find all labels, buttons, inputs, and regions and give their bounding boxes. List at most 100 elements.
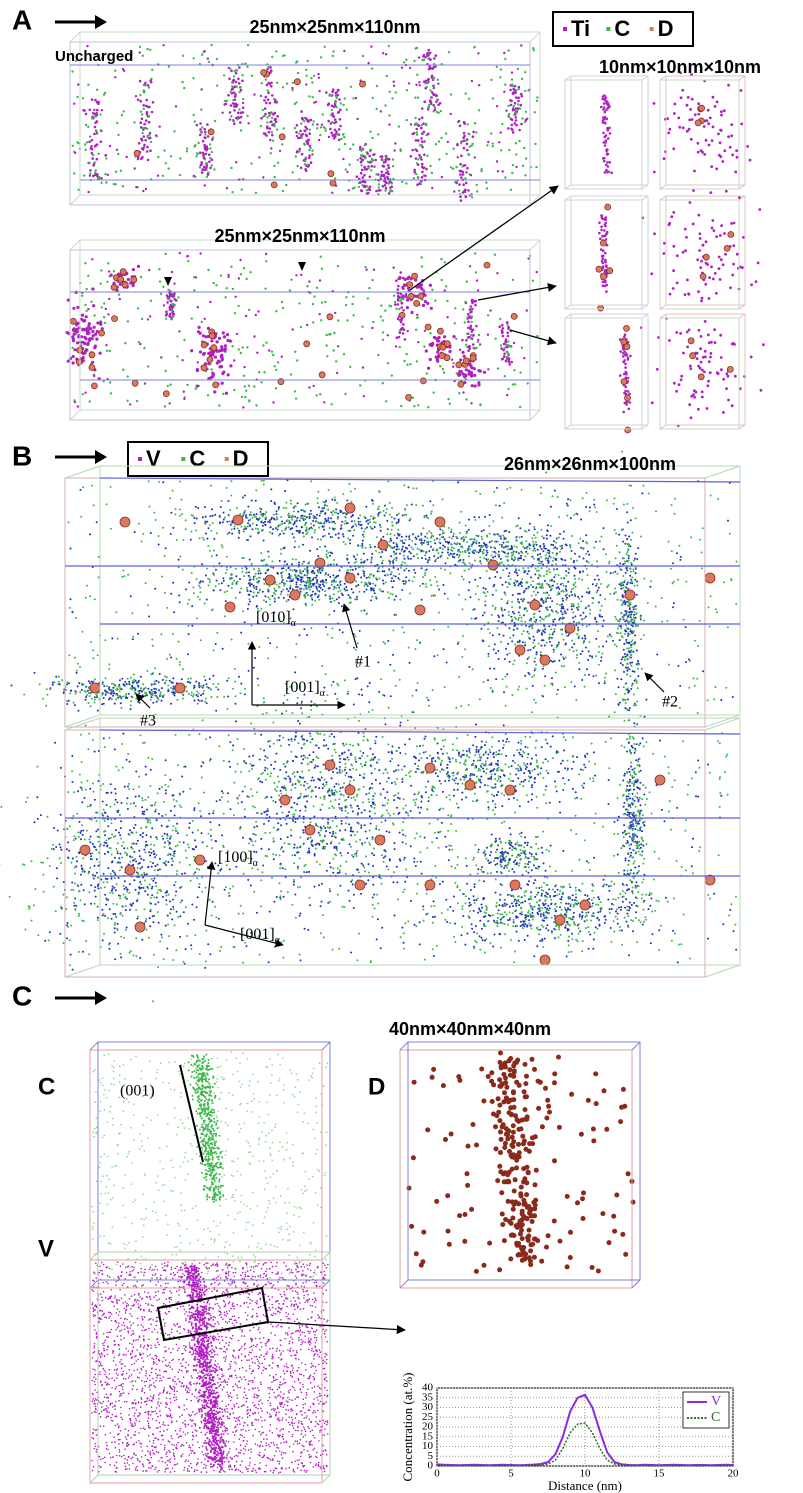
atom <box>242 98 244 100</box>
atom <box>513 342 515 344</box>
atom <box>249 601 251 603</box>
atom <box>398 315 401 318</box>
atom <box>296 643 298 645</box>
atom <box>289 587 291 589</box>
atom <box>667 132 670 135</box>
atom <box>271 533 273 535</box>
atom <box>617 923 619 925</box>
atom <box>688 338 694 344</box>
atom <box>249 525 251 527</box>
atom <box>444 261 446 263</box>
atom <box>236 333 238 335</box>
atom <box>707 894 709 896</box>
atom <box>304 524 306 526</box>
atom <box>391 580 393 582</box>
atom <box>515 109 517 111</box>
atom <box>261 513 263 515</box>
atom <box>306 592 308 594</box>
atom <box>287 514 289 516</box>
atom <box>72 361 75 364</box>
atom <box>422 576 424 578</box>
atom <box>291 527 293 529</box>
atom <box>293 537 295 539</box>
atom <box>75 617 77 619</box>
atom <box>337 319 339 321</box>
atom <box>517 97 520 100</box>
atom <box>490 79 492 81</box>
atom <box>331 584 333 586</box>
atom <box>436 111 438 113</box>
atom <box>390 305 392 307</box>
atom <box>727 366 733 372</box>
atom <box>306 285 308 287</box>
atom <box>148 86 150 88</box>
atom <box>603 698 605 700</box>
atom <box>258 580 260 582</box>
atom <box>593 857 595 859</box>
atom <box>363 609 365 611</box>
atom <box>90 301 92 303</box>
atom <box>249 271 251 273</box>
atom <box>242 111 245 114</box>
atom <box>260 117 263 120</box>
atom <box>512 92 515 95</box>
atom <box>397 529 399 531</box>
atom <box>294 520 296 522</box>
atom <box>384 797 386 799</box>
atom <box>120 956 122 958</box>
atom <box>172 582 174 584</box>
atom <box>700 300 703 303</box>
atom <box>323 585 325 587</box>
atom <box>196 124 199 127</box>
atom <box>507 335 510 338</box>
atom <box>501 358 504 361</box>
atom <box>416 74 418 76</box>
atom <box>253 93 255 95</box>
atom <box>418 293 424 299</box>
atom <box>278 597 280 599</box>
atom <box>93 346 96 349</box>
atom <box>643 578 645 580</box>
atom <box>92 304 95 307</box>
atom <box>370 562 372 564</box>
atom <box>254 840 256 842</box>
atom <box>247 44 249 46</box>
atom <box>574 593 576 595</box>
atom <box>358 591 360 593</box>
atom <box>422 122 425 125</box>
atom <box>685 626 687 628</box>
atom <box>395 614 397 616</box>
atom <box>465 599 467 601</box>
atom <box>305 75 307 77</box>
atom <box>455 182 458 185</box>
atom <box>434 595 436 597</box>
atom <box>190 948 192 950</box>
atom <box>77 189 79 191</box>
atom <box>224 889 226 891</box>
atom <box>91 139 94 142</box>
atom <box>654 851 656 853</box>
atom <box>701 151 704 154</box>
atom <box>165 547 167 549</box>
atom <box>117 153 119 155</box>
atom <box>422 505 424 507</box>
atom <box>331 499 333 501</box>
atom <box>610 927 612 929</box>
atom <box>297 72 299 74</box>
atom <box>536 100 538 102</box>
atom <box>445 846 447 848</box>
atom <box>450 823 452 825</box>
atom <box>404 583 406 585</box>
atom <box>463 358 469 364</box>
atom <box>350 86 352 88</box>
atom <box>447 141 449 143</box>
atom <box>201 54 203 56</box>
atom <box>643 794 645 796</box>
atom <box>87 328 90 331</box>
atom <box>614 497 616 499</box>
atom <box>112 316 118 322</box>
atom <box>76 341 79 344</box>
atom <box>398 520 400 522</box>
atom <box>345 822 347 824</box>
atom <box>603 884 605 886</box>
